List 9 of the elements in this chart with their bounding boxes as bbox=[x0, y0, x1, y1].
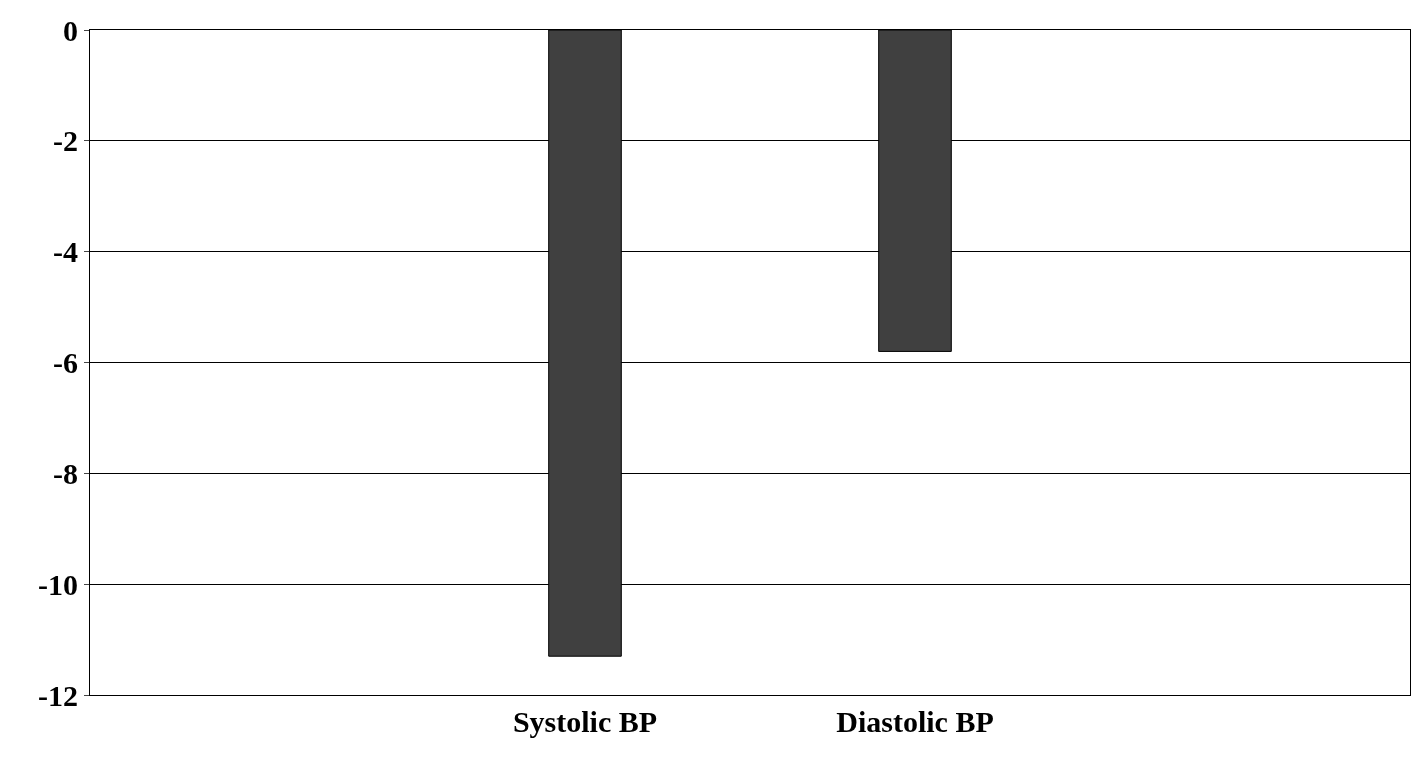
y-tick-label: -4 bbox=[53, 235, 78, 269]
y-tick-label: -10 bbox=[38, 567, 78, 601]
y-tick-label: -6 bbox=[53, 346, 78, 379]
y-tick-label: 0 bbox=[63, 13, 78, 47]
x-tick-label: Diastolic BP bbox=[836, 705, 994, 738]
y-tick-label: -8 bbox=[53, 456, 78, 490]
y-tick-label: -2 bbox=[53, 124, 78, 158]
y-tick-label: -12 bbox=[38, 678, 78, 712]
x-tick-label: Systolic BP bbox=[512, 705, 658, 738]
